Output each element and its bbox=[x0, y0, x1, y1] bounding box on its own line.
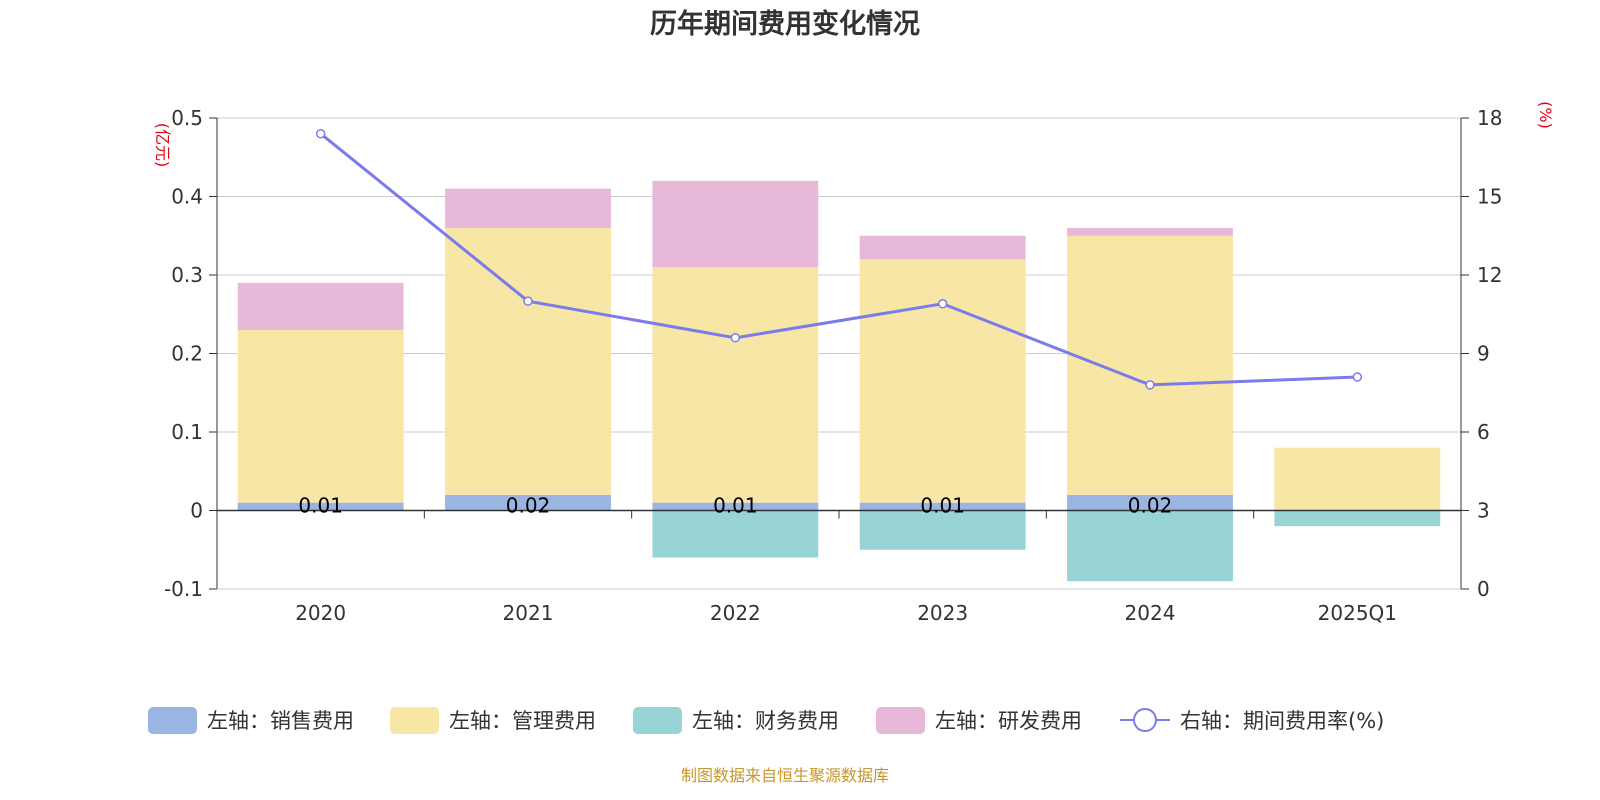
bar-sales-2023 bbox=[859, 502, 1026, 511]
rate-point bbox=[1352, 372, 1363, 382]
chart-title: 历年期间费用变化情况 bbox=[650, 8, 920, 40]
legend-label-sales: 左轴：销售费用 bbox=[207, 709, 354, 733]
bar-sales-2020 bbox=[237, 502, 404, 511]
data-labels-layer: 0.01 0.02 0.01 0.01 0.02 bbox=[298, 494, 1172, 518]
bars-layer bbox=[237, 180, 1441, 582]
left-axis-tick-label: 0 bbox=[190, 499, 203, 523]
data-label-sales: 0.01 bbox=[298, 494, 343, 518]
bar-sales-2021 bbox=[445, 494, 611, 511]
bar-admin-2024 bbox=[1067, 235, 1233, 495]
right-axis-unit: (%) bbox=[1536, 101, 1555, 129]
bar-rd-2021 bbox=[445, 188, 611, 228]
bar-rd-2020 bbox=[237, 282, 404, 330]
left-axis-tick-label: -0.1 bbox=[164, 577, 203, 601]
bar-admin-2023 bbox=[859, 259, 1026, 503]
bar-rd-2023 bbox=[859, 235, 1026, 260]
data-label-sales: 0.01 bbox=[713, 494, 758, 518]
legend-label-admin: 左轴：管理费用 bbox=[449, 709, 596, 733]
x-axis-label: 2023 bbox=[917, 601, 968, 625]
left-axis-unit: (亿元) bbox=[153, 123, 172, 168]
bar-sales-2024 bbox=[1067, 494, 1233, 511]
left-axis-tick-label: 0.3 bbox=[171, 263, 203, 287]
rate-line bbox=[319, 132, 1358, 387]
data-label-sales: 0.02 bbox=[1128, 494, 1173, 518]
rate-point bbox=[523, 296, 533, 306]
rate-point bbox=[315, 128, 326, 139]
bar-admin-2021 bbox=[445, 227, 611, 495]
right-axis-tick-label: 0 bbox=[1477, 577, 1490, 601]
bar-rd-2022 bbox=[652, 180, 819, 268]
x-axis-label: 2021 bbox=[503, 601, 554, 625]
right-axis-tick-label: 15 bbox=[1477, 185, 1502, 209]
right-axis-tick-label: 18 bbox=[1477, 106, 1502, 130]
left-axis-tick-label: 0.1 bbox=[171, 420, 203, 444]
x-axis-label: 2024 bbox=[1125, 601, 1176, 625]
rate-point bbox=[730, 333, 741, 343]
legend-label-finance: 左轴：财务费用 bbox=[692, 709, 839, 733]
data-label-sales: 0.02 bbox=[506, 494, 551, 518]
x-axis-label: 2025Q1 bbox=[1318, 601, 1397, 625]
legend: 左轴：销售费用 左轴：管理费用 左轴：财务费用 左轴：研发费用 右轴：期间费用率(%) bbox=[148, 707, 1384, 734]
legend-label-rd: 左轴：研发费用 bbox=[935, 709, 1082, 733]
legend-swatch-admin bbox=[390, 707, 439, 734]
bar-sales-2022 bbox=[652, 502, 819, 511]
bar-finance-2025Q1 bbox=[1274, 510, 1441, 527]
legend-swatch-finance bbox=[633, 707, 682, 734]
bar-admin-2022 bbox=[652, 267, 819, 503]
bar-admin-2025Q1 bbox=[1274, 447, 1441, 511]
axes-layer: -0.1 0 0.1 0.2 0.3 0.4 0.5 0 3 6 9 12 15 18 2020 2021 20… bbox=[164, 106, 1502, 625]
source-note: 制图数据来自恒生聚源数据库 bbox=[681, 766, 889, 785]
legend-swatch-rd bbox=[876, 707, 925, 734]
right-axis-tick-label: 6 bbox=[1477, 420, 1490, 444]
x-axis-label: 2022 bbox=[710, 601, 761, 625]
legend-swatch-sales bbox=[148, 707, 197, 734]
bar-finance-2024 bbox=[1067, 510, 1233, 582]
left-axis-tick-label: 0.2 bbox=[171, 342, 203, 366]
x-axis-label: 2020 bbox=[295, 601, 346, 625]
bar-admin-2020 bbox=[237, 329, 404, 503]
right-axis-tick-label: 3 bbox=[1477, 499, 1490, 523]
bar-finance-2023 bbox=[859, 510, 1026, 550]
data-label-sales: 0.01 bbox=[920, 494, 965, 518]
right-axis-tick-label: 9 bbox=[1477, 342, 1490, 366]
legend-label-rate: 右轴：期间费用率(%) bbox=[1180, 709, 1384, 733]
bar-rd-2024 bbox=[1067, 227, 1233, 236]
left-axis-tick-label: 0.5 bbox=[171, 106, 203, 130]
rate-point bbox=[1145, 380, 1155, 390]
rate-line-layer bbox=[315, 128, 1363, 390]
bar-finance-2022 bbox=[652, 510, 819, 558]
left-axis-tick-label: 0.4 bbox=[171, 185, 203, 209]
legend-swatch-marker bbox=[1133, 708, 1157, 732]
right-axis-tick-label: 12 bbox=[1477, 263, 1502, 287]
rate-point bbox=[937, 299, 948, 309]
